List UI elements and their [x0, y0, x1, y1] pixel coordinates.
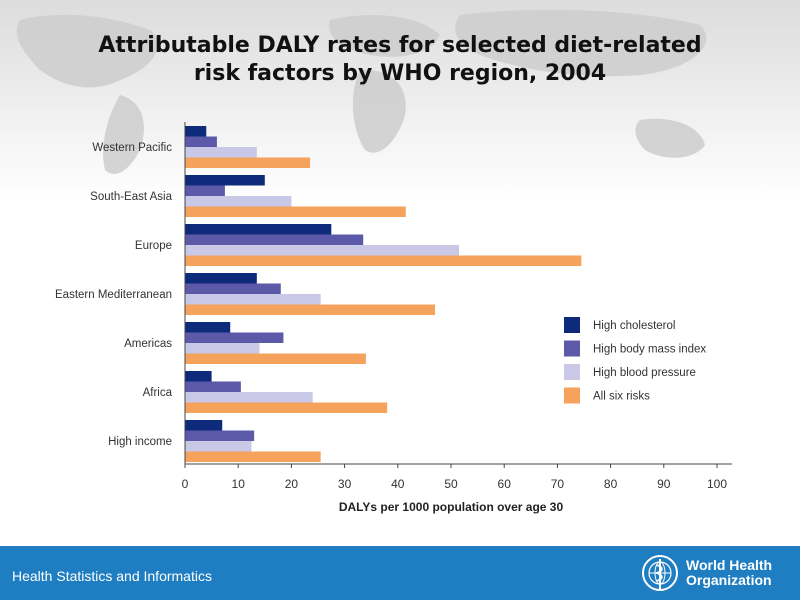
category-label-eastern-mediterranean: Eastern Mediterranean	[55, 289, 172, 301]
legend-swatch-high-blood-pressure	[564, 364, 580, 380]
bar-africa-all-six-risks	[185, 402, 388, 413]
organization-name-line-2: Organization	[686, 572, 772, 588]
category-label-europe: Europe	[135, 240, 172, 252]
bar-americas-high-cholesterol	[185, 322, 231, 333]
bar-western-pacific-high-cholesterol	[185, 126, 207, 137]
bar-americas-all-six-risks	[185, 353, 366, 364]
organization-name-line-1: World Health	[686, 557, 773, 573]
x-tick-label-50: 50	[444, 477, 458, 491]
legend-label-high-body-mass-index: High body mass index	[593, 344, 706, 356]
category-label-high-income: High income	[108, 436, 172, 448]
x-tick-label-60: 60	[498, 477, 512, 491]
bar-high-income-high-blood-pressure	[185, 441, 252, 452]
x-axis-title: DALYs per 1000 population over age 30	[339, 500, 564, 514]
world-map-background	[0, 0, 800, 200]
chart-title: Attributable DALY rates for selected die…	[0, 32, 800, 88]
legend: High cholesterol High body mass index High…	[564, 317, 706, 404]
bar-americas-high-body-mass-index	[185, 332, 284, 343]
x-tick-label-100: 100	[707, 477, 727, 491]
bar-eastern-mediterranean-all-six-risks	[185, 304, 436, 315]
legend-swatch-all-six-risks	[564, 387, 580, 404]
bar-eastern-mediterranean-high-cholesterol	[185, 273, 257, 284]
bar-high-income-high-body-mass-index	[185, 430, 255, 441]
bar-europe-high-cholesterol	[185, 224, 332, 235]
category-label-south-east-asia: South-East Asia	[90, 191, 172, 203]
axes-layer: Western Pacific South-East Asia Europe East…	[55, 122, 732, 514]
bars-layer	[185, 126, 582, 462]
bar-eastern-mediterranean-high-blood-pressure	[185, 294, 321, 305]
x-tick-label-70: 70	[551, 477, 565, 491]
footer-bar: Health Statistics and Informatics	[0, 546, 800, 600]
bar-western-pacific-high-body-mass-index	[185, 136, 217, 147]
x-tick-label-20: 20	[285, 477, 299, 491]
bar-western-pacific-all-six-risks	[185, 157, 311, 168]
bar-africa-high-body-mass-index	[185, 381, 241, 392]
legend-swatch-high-body-mass-index	[564, 340, 580, 357]
bar-south-east-asia-high-body-mass-index	[185, 185, 225, 196]
legend-label-high-cholesterol: High cholesterol	[593, 320, 675, 332]
chart-title-line-2: risk factors by WHO region, 2004	[193, 61, 607, 86]
legend-label-high-blood-pressure: High blood pressure	[593, 367, 696, 379]
bar-south-east-asia-high-cholesterol	[185, 175, 265, 186]
bar-western-pacific-high-blood-pressure	[185, 147, 257, 158]
x-tick-label-40: 40	[391, 477, 405, 491]
x-tick-label-80: 80	[604, 477, 618, 491]
bar-europe-high-blood-pressure	[185, 245, 459, 256]
legend-label-all-six-risks: All six risks	[593, 391, 650, 403]
chart-title-line-1: Attributable DALY rates for selected die…	[98, 33, 702, 58]
category-label-africa: Africa	[143, 387, 173, 399]
bar-south-east-asia-high-blood-pressure	[185, 196, 292, 207]
footer-text: Health Statistics and Informatics	[12, 568, 212, 584]
x-tick-label-0: 0	[182, 477, 189, 491]
bar-africa-high-blood-pressure	[185, 392, 313, 403]
x-tick-label-90: 90	[657, 477, 671, 491]
bar-africa-high-cholesterol	[185, 371, 212, 382]
x-tick-label-30: 30	[338, 477, 352, 491]
category-label-americas: Americas	[124, 338, 172, 350]
organization-name: World Health Organization	[686, 558, 772, 588]
bar-high-income-high-cholesterol	[185, 420, 223, 431]
bar-americas-high-blood-pressure	[185, 343, 260, 354]
legend-swatch-high-cholesterol	[564, 317, 580, 333]
bar-south-east-asia-all-six-risks	[185, 206, 406, 217]
bar-eastern-mediterranean-high-body-mass-index	[185, 283, 281, 294]
who-emblem-icon	[642, 555, 678, 591]
x-tick-label-10: 10	[232, 477, 246, 491]
bar-europe-high-body-mass-index	[185, 234, 364, 245]
bar-high-income-all-six-risks	[185, 451, 321, 462]
category-label-western-pacific: Western Pacific	[92, 142, 172, 154]
bar-chart: Western Pacific South-East Asia Europe East…	[55, 122, 732, 514]
bar-europe-all-six-risks	[185, 255, 582, 266]
